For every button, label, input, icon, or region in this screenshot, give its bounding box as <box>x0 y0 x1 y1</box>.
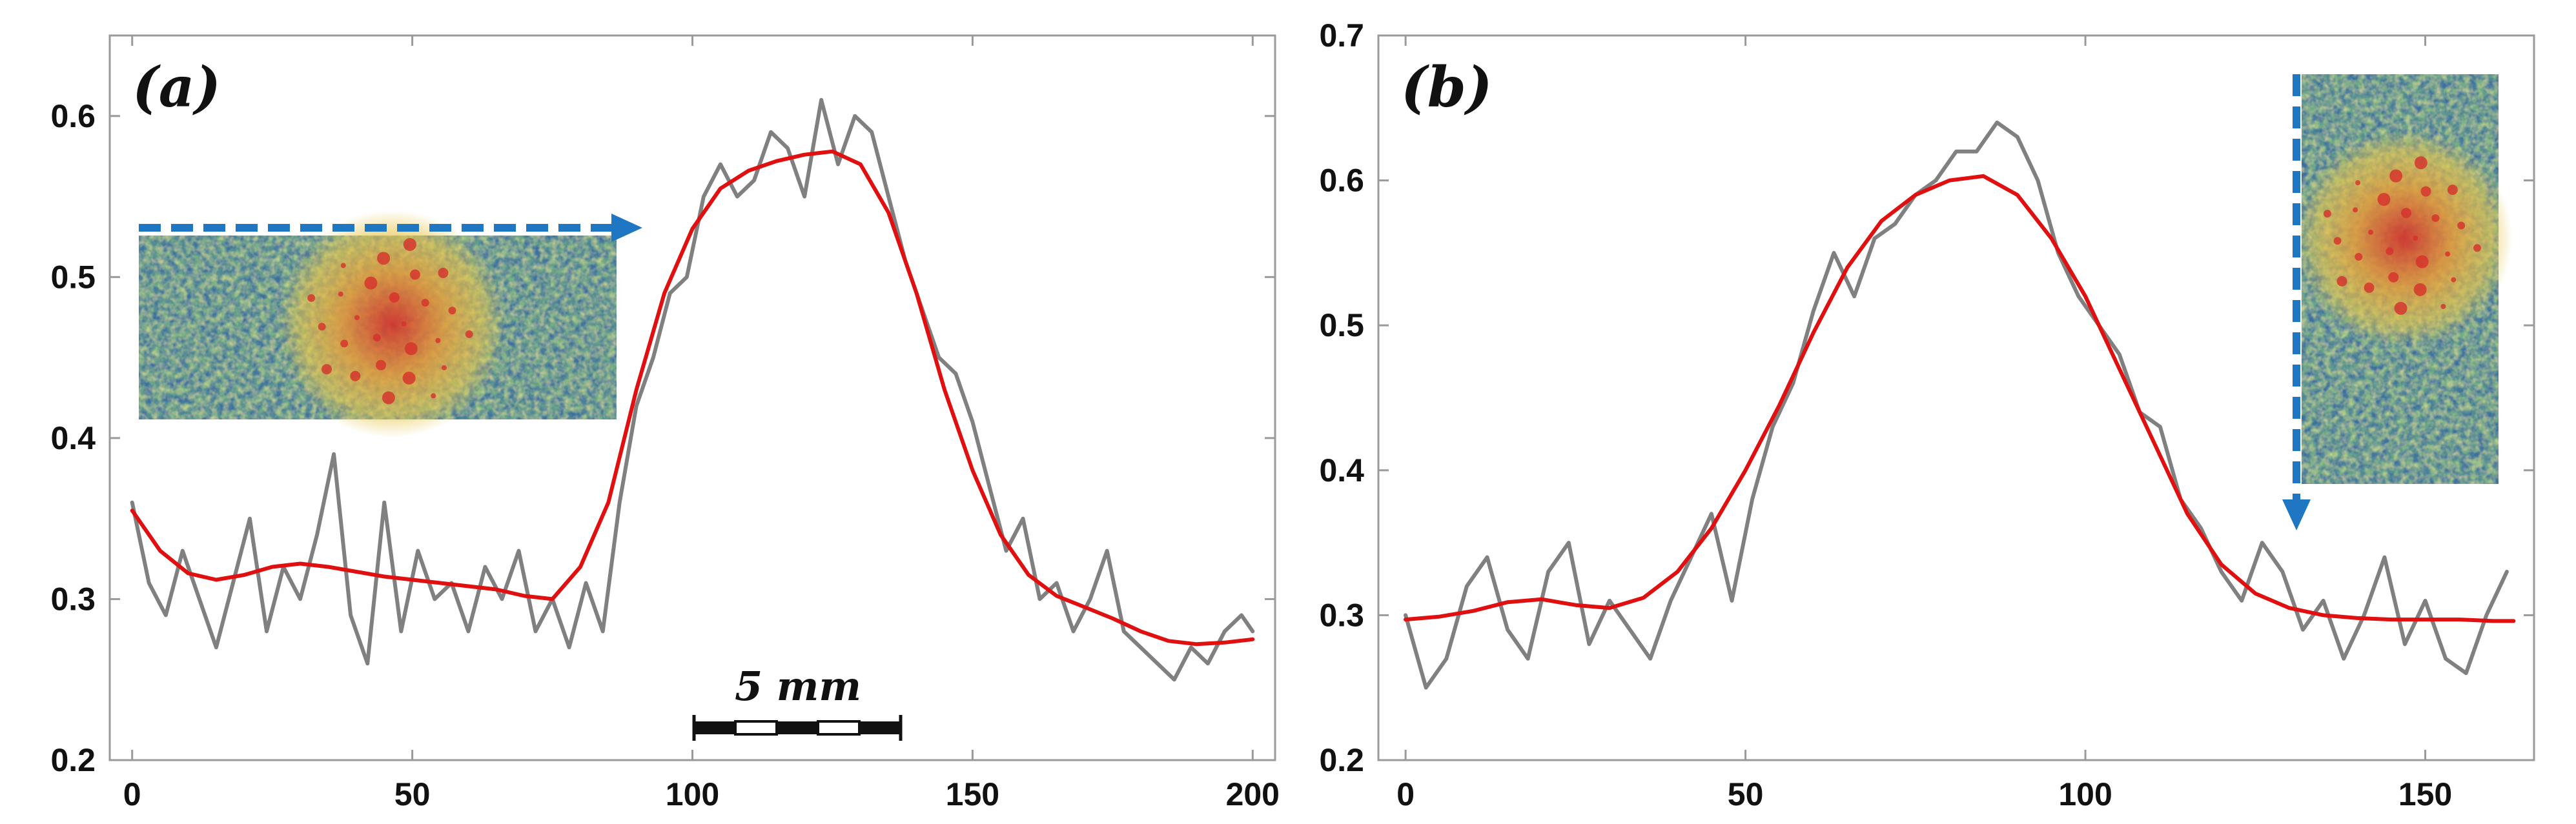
x-tick-label: 50 <box>394 776 431 812</box>
inset-hot-speck <box>404 342 418 356</box>
inset-heatmap <box>2295 74 2513 484</box>
inset-hot-speck <box>438 267 449 278</box>
inset-hot-speck <box>2440 303 2446 309</box>
inset-hot-speck <box>2420 186 2431 197</box>
inset-hot-speck <box>401 321 407 327</box>
scan-arrow <box>139 214 642 242</box>
inset-hot-speck <box>2388 272 2399 283</box>
scale-bar-segment <box>817 720 861 736</box>
inset-hot-speck <box>2447 185 2458 196</box>
inset-hot-speck <box>431 393 436 399</box>
y-tick-label: 0.3 <box>1319 597 1364 633</box>
y-tick-label: 0.6 <box>1319 163 1364 199</box>
fit-curve <box>1404 174 2516 623</box>
x-tick-label: 150 <box>2398 776 2452 812</box>
inset-hot-speck <box>307 294 316 302</box>
inset-hot-speck <box>2445 251 2451 257</box>
inset-heatmap <box>139 210 617 438</box>
inset-hot-speck <box>2353 207 2358 213</box>
inset-hot-speck <box>2431 214 2440 222</box>
plot-area-a: 0.2 0.3 0.4 0.5 0.6 0 50 100 150 200 <box>50 34 1280 812</box>
plot-frame <box>1377 34 2535 761</box>
scale-bar-segment <box>859 721 901 734</box>
inset-hot-speck <box>375 359 386 370</box>
inset-hot-speck <box>2389 169 2403 183</box>
y-tick-label: 0.4 <box>1319 452 1364 488</box>
inset-hot-speck <box>2368 229 2374 235</box>
inset-hot-speck <box>435 337 441 343</box>
x-tick-label: 0 <box>123 776 141 812</box>
inset-hot-speck <box>465 330 473 338</box>
scale-bar-segment <box>694 721 735 734</box>
raw-profile-line <box>130 97 1255 682</box>
plot-area-b: 0.2 0.3 0.4 0.5 0.6 0.7 0 50 100 150 <box>1319 17 2535 812</box>
scale-bar-segment <box>734 720 778 736</box>
y-tick-label: 0.3 <box>50 581 96 617</box>
inset-hot-speck <box>350 370 361 381</box>
inset-hot-speck <box>2451 277 2457 283</box>
panel-a: 0.2 0.3 0.4 0.5 0.6 0 50 100 150 200 (a) <box>50 34 1280 812</box>
inset-hot-speck <box>2413 236 2418 241</box>
inset-hot-speck <box>421 299 429 307</box>
scale-bar-segment <box>777 721 818 734</box>
y-tick-label: 0.7 <box>1319 17 1364 54</box>
inset-hot-speck <box>318 323 326 331</box>
inset-hot-speck <box>448 306 456 315</box>
y-tick-label: 0.2 <box>1319 742 1364 778</box>
x-tick-label: 100 <box>2058 776 2112 812</box>
inset-hot-spot <box>2295 130 2513 347</box>
x-tick-label: 50 <box>1728 776 1764 812</box>
inset-hot-speck <box>2333 237 2342 245</box>
y-tick-label: 0.2 <box>50 742 96 778</box>
raw-profile-line <box>1404 120 2509 690</box>
inset-hot-speck <box>403 237 416 251</box>
y-tick-label: 0.6 <box>50 98 96 134</box>
inset-hot-speck <box>389 292 400 303</box>
scan-arrow-head <box>2282 499 2311 530</box>
y-tick-label: 0.4 <box>50 420 96 456</box>
inset-hot-speck <box>340 263 346 268</box>
x-tick-label: 100 <box>666 776 719 812</box>
inset-hot-speck <box>340 339 349 348</box>
panel-label-a: (a) <box>132 55 221 120</box>
inset-hot-speck <box>2336 276 2347 286</box>
inset-hot-spot <box>278 210 506 438</box>
inset-hot-speck <box>354 315 360 321</box>
inset-hot-speck <box>2457 221 2466 230</box>
inset-hot-speck <box>441 365 447 370</box>
inset-hot-speck <box>2473 244 2481 252</box>
inset-hot-speck <box>2323 210 2331 218</box>
inset-hot-speck <box>2355 253 2363 261</box>
fit-curve <box>130 149 1255 647</box>
inset-hot-speck <box>2355 180 2361 186</box>
inset-hot-speck <box>2394 301 2407 315</box>
inset-hot-speck <box>338 291 343 297</box>
inset-hot-speck <box>2364 282 2375 293</box>
inset-hot-speck <box>322 364 332 375</box>
inset-hot-speck <box>2414 156 2428 170</box>
inset-hot-speck <box>2377 193 2391 206</box>
scale-bar: 5 mm <box>692 663 903 741</box>
inset-hot-speck <box>409 269 420 280</box>
inset-hot-speck <box>2401 208 2412 219</box>
inset-hot-speck <box>373 334 381 342</box>
y-tick-label: 0.5 <box>50 259 96 295</box>
x-tick-label: 150 <box>946 776 999 812</box>
inset-hot-speck <box>2413 283 2427 296</box>
inset-hot-speck <box>364 276 378 290</box>
scan-arrow <box>2282 74 2311 530</box>
inset-hot-speck <box>402 371 416 385</box>
panel-label-b: (b) <box>1401 55 1493 120</box>
x-tick-label: 0 <box>1396 776 1415 812</box>
scale-bar-label: 5 mm <box>735 663 861 710</box>
x-tick-label: 200 <box>1226 776 1280 812</box>
inset-hot-speck <box>2415 255 2429 268</box>
inset-hot-speck <box>377 252 391 265</box>
scan-arrow-head <box>611 214 642 242</box>
inset-hot-speck <box>382 391 395 405</box>
panel-b: 0.2 0.3 0.4 0.5 0.6 0.7 0 50 100 150 (b) <box>1319 17 2535 812</box>
inset-hot-speck <box>2386 247 2394 256</box>
y-tick-label: 0.5 <box>1319 307 1364 343</box>
